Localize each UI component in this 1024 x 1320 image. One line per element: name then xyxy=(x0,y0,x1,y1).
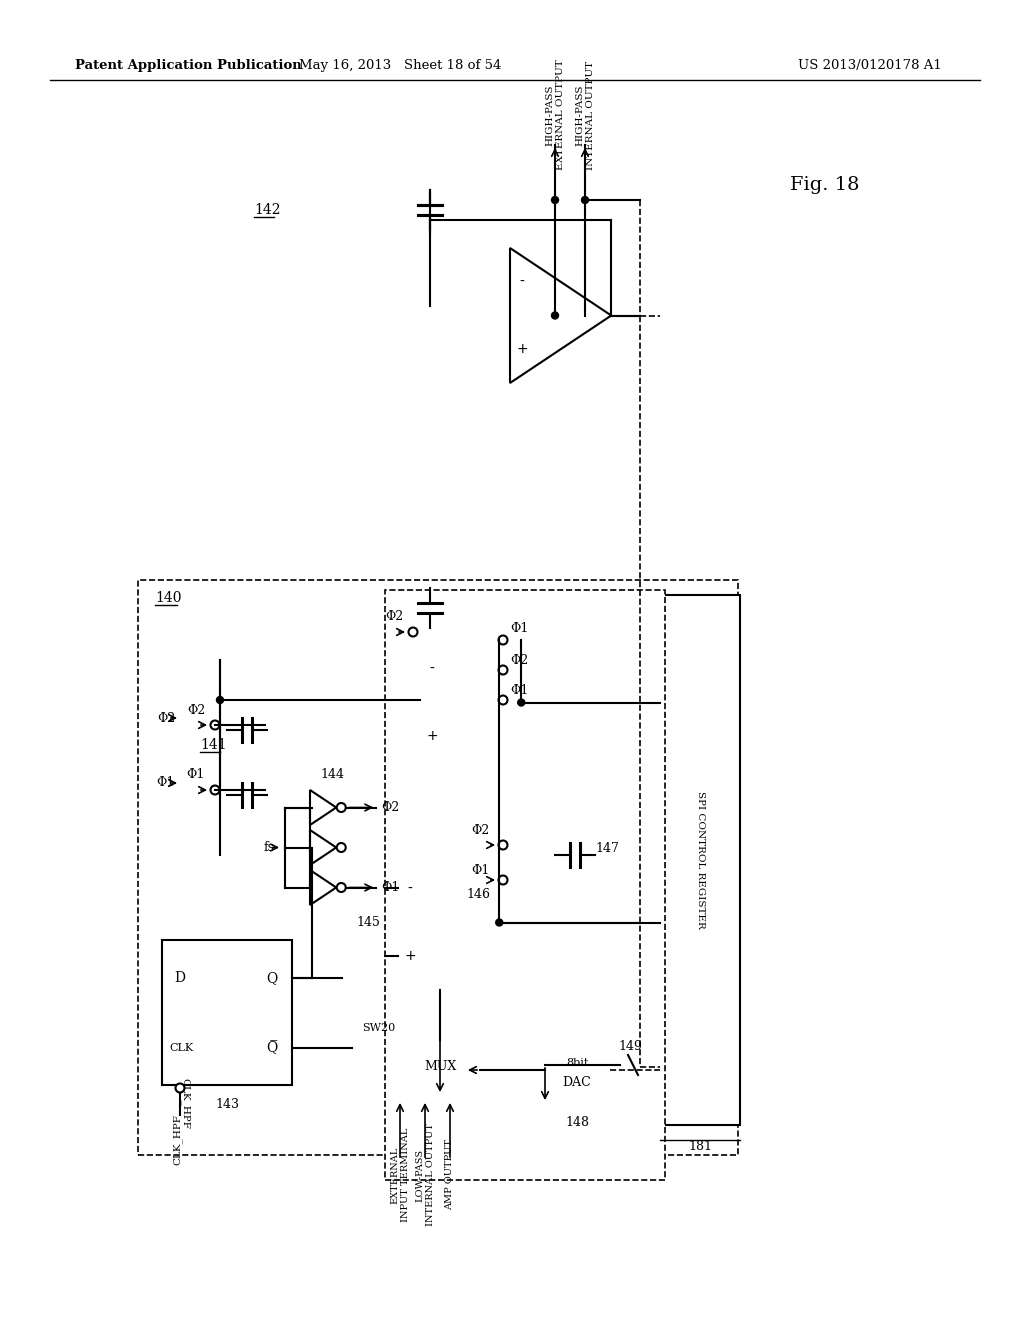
Text: AMP OUTPUT: AMP OUTPUT xyxy=(445,1139,455,1210)
Polygon shape xyxy=(310,830,336,865)
Text: CLK_HPF: CLK_HPF xyxy=(173,1114,183,1166)
Polygon shape xyxy=(398,855,500,990)
Text: SW20: SW20 xyxy=(361,1023,395,1034)
Text: 143: 143 xyxy=(215,1098,239,1111)
Text: 149: 149 xyxy=(618,1040,642,1053)
Bar xyxy=(400,1040,480,1096)
Text: 181: 181 xyxy=(688,1140,712,1154)
Text: Φ2: Φ2 xyxy=(157,711,175,725)
Text: Q: Q xyxy=(266,972,278,985)
Bar xyxy=(385,590,665,1180)
Text: fs: fs xyxy=(264,841,275,854)
Circle shape xyxy=(499,841,508,850)
Text: 146: 146 xyxy=(466,888,490,902)
Polygon shape xyxy=(420,635,521,770)
Text: Φ1: Φ1 xyxy=(381,880,399,894)
Circle shape xyxy=(499,875,508,884)
Circle shape xyxy=(337,883,346,892)
Text: Φ2: Φ2 xyxy=(510,653,528,667)
Text: 144: 144 xyxy=(319,768,344,781)
Text: HIGH-PASS
INTERNAL OUTPUT: HIGH-PASS INTERNAL OUTPUT xyxy=(575,61,595,169)
Circle shape xyxy=(552,312,558,319)
Circle shape xyxy=(175,1084,184,1093)
Circle shape xyxy=(582,197,589,203)
Text: Φ2: Φ2 xyxy=(472,824,490,837)
Text: -: - xyxy=(519,275,524,289)
Text: D: D xyxy=(174,972,185,985)
Circle shape xyxy=(216,697,223,704)
Text: 140: 140 xyxy=(155,591,181,605)
Text: 142: 142 xyxy=(254,203,281,216)
Text: May 16, 2013   Sheet 18 of 54: May 16, 2013 Sheet 18 of 54 xyxy=(299,58,501,71)
Polygon shape xyxy=(310,789,336,825)
Text: 8bit: 8bit xyxy=(566,1059,588,1068)
Text: Φ2: Φ2 xyxy=(186,704,205,717)
Text: Φ2: Φ2 xyxy=(385,610,403,623)
Circle shape xyxy=(337,803,346,812)
Bar xyxy=(138,579,738,1155)
Text: Φ1: Φ1 xyxy=(472,863,490,876)
Text: MUX: MUX xyxy=(424,1060,456,1073)
Text: Patent Application Publication: Patent Application Publication xyxy=(75,58,302,71)
Circle shape xyxy=(211,785,219,795)
Text: EXTERNAL
INPUT TERMINAL: EXTERNAL INPUT TERMINAL xyxy=(390,1127,410,1222)
Circle shape xyxy=(518,700,524,706)
Polygon shape xyxy=(510,248,611,383)
Text: US 2013/0120178 A1: US 2013/0120178 A1 xyxy=(798,58,942,71)
Text: -: - xyxy=(429,661,434,676)
Text: +: + xyxy=(404,949,416,964)
Circle shape xyxy=(552,197,558,203)
Circle shape xyxy=(211,721,219,730)
Text: +: + xyxy=(426,729,438,743)
Text: 145: 145 xyxy=(356,916,380,928)
Circle shape xyxy=(337,843,346,851)
Text: Φ1: Φ1 xyxy=(510,622,528,635)
Text: CLK_HPF: CLK_HPF xyxy=(180,1077,189,1129)
Text: -: - xyxy=(408,882,413,896)
Text: HIGH-PASS
EXTERNAL OUTPUT: HIGH-PASS EXTERNAL OUTPUT xyxy=(546,59,564,170)
Text: 141: 141 xyxy=(200,738,226,752)
Bar xyxy=(660,595,740,1125)
Circle shape xyxy=(499,665,508,675)
Text: Φ1: Φ1 xyxy=(157,776,175,789)
Circle shape xyxy=(496,919,503,927)
Text: LOW-PASS
INTERNAL OUTPUT: LOW-PASS INTERNAL OUTPUT xyxy=(416,1123,435,1226)
Text: Q̅: Q̅ xyxy=(266,1041,278,1055)
Text: 147: 147 xyxy=(595,842,618,854)
Bar xyxy=(162,940,292,1085)
Text: SPI CONTROL REGISTER: SPI CONTROL REGISTER xyxy=(695,791,705,929)
Text: Φ1: Φ1 xyxy=(186,768,205,781)
Text: Fig. 18: Fig. 18 xyxy=(790,176,859,194)
Text: Φ1: Φ1 xyxy=(510,684,528,697)
Text: DAC: DAC xyxy=(562,1077,592,1089)
Text: 148: 148 xyxy=(565,1117,589,1130)
Circle shape xyxy=(499,696,508,705)
Text: +: + xyxy=(516,342,527,356)
Circle shape xyxy=(499,635,508,644)
Circle shape xyxy=(409,627,418,636)
Text: CLK: CLK xyxy=(170,1043,195,1053)
Bar xyxy=(545,1038,610,1104)
Polygon shape xyxy=(310,870,336,906)
Text: Φ2: Φ2 xyxy=(381,801,399,814)
